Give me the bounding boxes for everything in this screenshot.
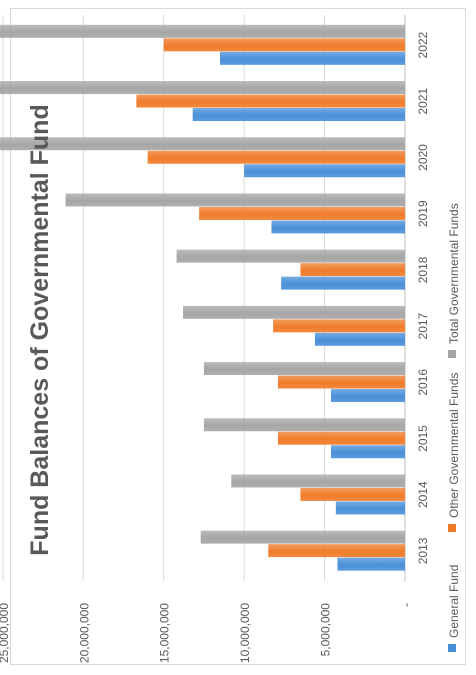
category-label: 2019 xyxy=(416,200,430,227)
bar-total-governmental-funds-2020 xyxy=(0,137,406,151)
bar-total-governmental-funds-2016 xyxy=(203,362,405,376)
category-label: 2015 xyxy=(416,425,430,452)
category-label: 2016 xyxy=(416,369,430,396)
bar-total-governmental-funds-2022 xyxy=(0,24,405,38)
bar-general-fund-2019 xyxy=(271,220,405,234)
bar-other-governmental-funds-2017 xyxy=(273,319,405,333)
chart-title: Fund Balances of Governmental Fund xyxy=(26,104,54,555)
bar-total-governmental-funds-2018 xyxy=(176,249,405,263)
bar-other-governmental-funds-2021 xyxy=(136,94,405,108)
value-tick-label: 10,000,000 xyxy=(238,603,252,663)
category-axis-labels: 2013 2014 2015 2016 2017 2018 2019 2020 2021 2022 xyxy=(416,31,430,564)
bars xyxy=(0,24,406,571)
category-label: 2021 xyxy=(416,88,430,115)
bar-other-governmental-funds-2022 xyxy=(163,38,405,52)
category-label: 2013 xyxy=(416,537,430,564)
bar-general-fund-2015 xyxy=(331,445,405,459)
legend-swatch xyxy=(448,350,456,358)
category-label: 2022 xyxy=(416,31,430,58)
bar-other-governmental-funds-2013 xyxy=(268,544,405,558)
category-label: 2018 xyxy=(416,256,430,283)
legend-label: Other Governmental Funds xyxy=(447,373,461,518)
legend: General Fund Other Governmental Funds Tota… xyxy=(447,203,461,652)
bar-general-fund-2016 xyxy=(331,389,405,403)
value-tick-label: 20,000,000 xyxy=(77,603,91,663)
legend-label: General Fund xyxy=(447,565,461,638)
bar-general-fund-2022 xyxy=(220,51,405,65)
bar-other-governmental-funds-2019 xyxy=(199,206,405,220)
bar-general-fund-2013 xyxy=(337,557,405,571)
bar-other-governmental-funds-2016 xyxy=(277,375,405,389)
bar-general-fund-2017 xyxy=(314,332,405,346)
value-tick-label: 5,000,000 xyxy=(319,603,333,657)
legend-label: Total Governmental Funds xyxy=(447,203,461,344)
bar-other-governmental-funds-2020 xyxy=(147,150,405,164)
bar-total-governmental-funds-2017 xyxy=(183,305,405,319)
bar-total-governmental-funds-2015 xyxy=(203,418,405,432)
bar-general-fund-2014 xyxy=(335,501,405,515)
bar-general-fund-2020 xyxy=(244,164,405,178)
value-tick-label: 15,000,000 xyxy=(158,603,172,663)
bar-general-fund-2018 xyxy=(281,276,405,290)
bar-other-governmental-funds-2015 xyxy=(277,431,405,445)
legend-swatch xyxy=(448,644,456,652)
value-tick-label: 25,000,000 xyxy=(0,603,11,663)
category-label: 2017 xyxy=(416,312,430,339)
bar-total-governmental-funds-2013 xyxy=(200,530,405,544)
bar-total-governmental-funds-2014 xyxy=(231,474,405,488)
bar-total-governmental-funds-2019 xyxy=(65,193,405,207)
category-label: 2020 xyxy=(416,144,430,171)
value-tick-label: - xyxy=(399,603,413,607)
category-label: 2014 xyxy=(416,481,430,508)
bar-total-governmental-funds-2021 xyxy=(0,81,405,95)
bar-general-fund-2021 xyxy=(192,108,405,122)
bar-other-governmental-funds-2014 xyxy=(300,487,405,501)
legend-swatch xyxy=(448,524,456,532)
value-axis-ticks: - 5,000,000 10,000,000 15,000,000 20,000,000… xyxy=(0,603,413,663)
bar-other-governmental-funds-2018 xyxy=(300,263,405,277)
